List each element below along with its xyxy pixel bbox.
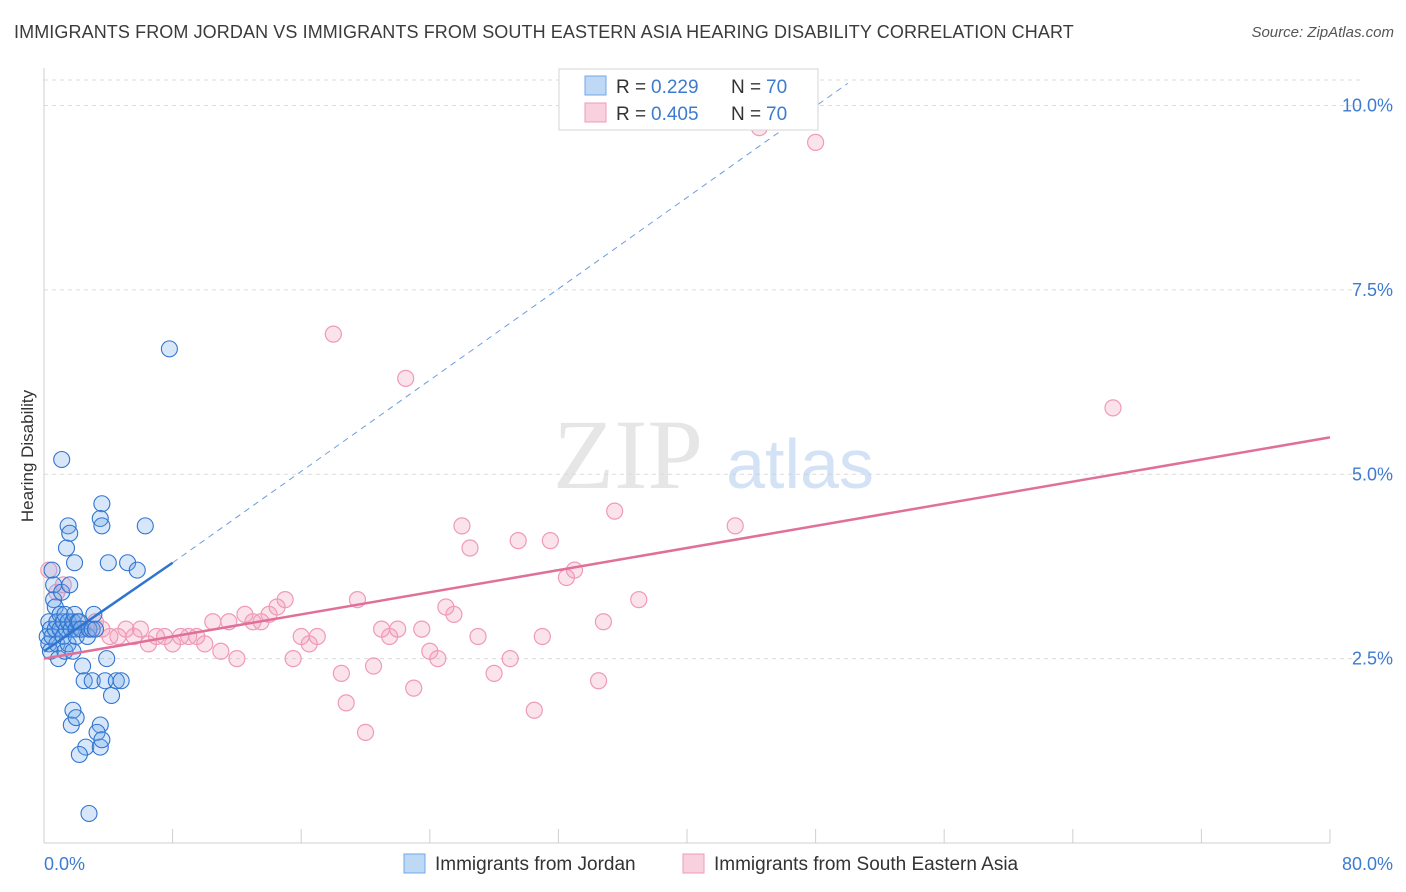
sea-point [324, 325, 342, 343]
legend-frame [558, 68, 819, 131]
y-tick-label: 10.0% [1342, 96, 1393, 116]
sea-point [1104, 399, 1122, 417]
jordan-point [86, 620, 104, 638]
sea-point [726, 517, 744, 535]
sea-point [364, 657, 383, 675]
sea-point [228, 650, 246, 668]
sea-point [606, 502, 624, 520]
jordan-point [102, 686, 121, 705]
sea-point [413, 620, 431, 638]
legend-n-value: 70 [766, 104, 787, 125]
sea-point [525, 701, 543, 719]
jordan-point [93, 495, 111, 513]
gridlines [44, 79, 1360, 660]
watermark-zip: ZIP [553, 399, 703, 510]
jordan-point [65, 554, 84, 572]
legend-r-label: R = [616, 77, 646, 98]
jordan-point [70, 745, 88, 764]
sea-point [589, 672, 608, 690]
sea-point [397, 369, 415, 387]
jordan-point [93, 731, 111, 749]
jordan-point [67, 709, 85, 727]
jordan-trend-line [43, 561, 174, 653]
sea-point [389, 620, 407, 638]
jordan-point [107, 672, 125, 690]
sea-point [541, 532, 559, 550]
legend-n-label: N = [731, 104, 761, 125]
jordan-point [64, 642, 82, 660]
sea-point [284, 650, 302, 668]
jordan-point [112, 672, 130, 690]
watermark: ZIP atlas [553, 399, 874, 510]
sea-point [445, 605, 463, 623]
sea-point [594, 613, 613, 631]
sea-point [565, 561, 584, 579]
series-jordan-points [38, 340, 178, 823]
sea-point [485, 664, 503, 682]
bottom-legend: Immigrants from Jordan Immigrants from So… [403, 853, 1019, 875]
jordan-point [98, 650, 116, 668]
sea-point [453, 517, 471, 535]
bottom-legend-label-jordan: Immigrants from Jordan [435, 854, 636, 875]
chart-title: IMMIGRANTS FROM JORDAN VS IMMIGRANTS FRO… [14, 22, 1074, 42]
sea-point [429, 650, 447, 668]
bottom-legend-swatch-jordan [403, 853, 426, 874]
sea-point [212, 642, 230, 660]
sea-point [501, 650, 519, 668]
sea-point [308, 627, 326, 646]
x-tick-label-min: 0.0% [44, 854, 85, 874]
sea-point [461, 539, 479, 557]
sea-point [533, 627, 551, 646]
sea-point [131, 620, 150, 638]
legend-n-label: N = [731, 77, 761, 98]
jordan-point [61, 524, 79, 542]
bottom-legend-swatch-sea [682, 853, 705, 874]
jordan-point [61, 576, 79, 594]
jordan-point [99, 554, 117, 572]
axes: 2.5% 5.0% 7.5% 10.0% 0.0% 80.0% [43, 68, 1393, 874]
sea-point [630, 591, 648, 609]
trend-lines [43, 82, 1331, 660]
legend-r-value: 0.405 [651, 104, 699, 125]
sea-trend-line [43, 436, 1331, 660]
legend-box: R = 0.229 N = 70 R = 0.405 N = 70 [558, 68, 819, 131]
y-tick-label: 7.5% [1352, 280, 1393, 300]
sea-point [332, 664, 350, 682]
legend-swatch [584, 102, 607, 123]
source-credit: Source: ZipAtlas.com [1251, 24, 1394, 41]
jordan-point [136, 517, 154, 535]
sea-point [806, 133, 825, 151]
sea-point [405, 679, 423, 697]
sea-point [196, 635, 214, 653]
legend-r-value: 0.229 [651, 77, 699, 98]
bottom-legend-label-sea: Immigrants from South Eastern Asia [714, 854, 1019, 875]
legend-n-value: 70 [766, 77, 787, 98]
sea-point [204, 613, 222, 631]
sea-point [469, 627, 487, 646]
jordan-point [53, 450, 71, 469]
sea-point [337, 694, 355, 712]
y-tick-label: 2.5% [1352, 649, 1393, 669]
jordan-point [80, 804, 98, 823]
jordan-point [93, 517, 111, 535]
jordan-point [74, 657, 92, 675]
legend-swatch [584, 75, 607, 96]
sea-point [276, 591, 294, 609]
jordan-point [128, 561, 146, 579]
series-sea-points [40, 119, 1122, 741]
jordan-point [43, 561, 61, 579]
x-tick-label-max: 80.0% [1342, 854, 1393, 874]
watermark-atlas: atlas [726, 425, 874, 503]
legend-r-label: R = [616, 104, 646, 125]
sea-point [356, 723, 375, 741]
jordan-point [83, 672, 101, 690]
jordan-point [160, 340, 178, 358]
jordan-point [57, 539, 76, 557]
y-tick-label: 5.0% [1352, 464, 1393, 484]
sea-point [509, 532, 527, 550]
